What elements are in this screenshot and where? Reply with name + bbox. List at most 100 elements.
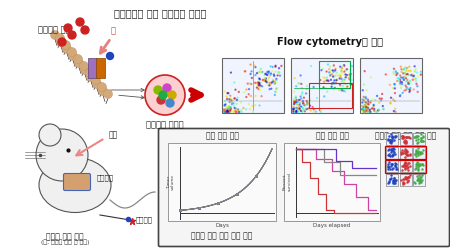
Point: [387, 164, 394, 168]
Point: [415, 140, 422, 144]
Point: [248, 69, 255, 73]
Point: [232, 106, 239, 110]
Point: [255, 70, 262, 74]
Point: [292, 100, 299, 104]
Bar: [386, 133, 398, 145]
Point: [342, 68, 350, 72]
Point: [310, 85, 317, 89]
Point: [327, 78, 334, 82]
Point: [272, 70, 279, 74]
Point: [222, 102, 229, 106]
Point: [414, 74, 422, 78]
Point: [340, 63, 347, 67]
Point: [220, 110, 228, 114]
Point: [303, 99, 310, 103]
Point: [366, 110, 373, 114]
Point: [337, 76, 344, 80]
Point: [398, 67, 405, 71]
Point: [412, 152, 419, 156]
Point: [338, 66, 346, 70]
Point: [390, 176, 397, 180]
Point: [379, 104, 387, 108]
Point: [401, 160, 409, 164]
Point: [362, 109, 369, 113]
Point: [372, 109, 379, 113]
Point: [401, 175, 409, 179]
Point: [226, 108, 234, 112]
Point: [392, 167, 399, 171]
Point: [399, 177, 406, 181]
Point: [320, 85, 327, 89]
Point: [257, 70, 265, 74]
Point: [419, 167, 426, 171]
Point: [404, 135, 411, 139]
Point: [226, 110, 234, 114]
Point: [386, 138, 393, 142]
Point: [402, 76, 410, 80]
Circle shape: [68, 48, 76, 57]
Point: [226, 109, 233, 113]
Point: [390, 180, 397, 184]
Point: [223, 110, 230, 114]
Point: [246, 82, 253, 86]
Point: [394, 71, 401, 75]
Point: [406, 135, 413, 139]
Point: [369, 106, 377, 110]
Point: [414, 153, 421, 157]
Point: [263, 72, 270, 76]
Point: [296, 105, 303, 109]
Point: [410, 87, 417, 91]
Point: [273, 89, 280, 93]
Point: [404, 150, 411, 154]
Point: [404, 72, 411, 76]
Point: [226, 107, 234, 111]
Point: [404, 69, 411, 73]
Point: [417, 139, 424, 143]
Point: [380, 107, 387, 111]
Point: [296, 103, 303, 107]
Point: [339, 64, 346, 68]
Bar: [309, 83, 352, 108]
Point: [248, 82, 255, 86]
Point: [391, 86, 398, 90]
Point: [364, 103, 371, 107]
Point: [404, 153, 411, 157]
Point: [223, 110, 230, 114]
Point: [387, 147, 394, 151]
Point: [388, 137, 396, 141]
Point: [327, 74, 334, 78]
Point: [345, 76, 352, 80]
Point: [249, 110, 256, 114]
Point: [243, 107, 250, 111]
Point: [361, 104, 369, 108]
Point: [418, 173, 425, 177]
Text: 빛: 빛: [111, 26, 116, 35]
Point: [360, 110, 367, 114]
Point: [416, 151, 423, 155]
Point: [258, 70, 265, 74]
Point: [419, 139, 427, 143]
Point: [405, 165, 412, 169]
Point: [401, 71, 408, 75]
Point: [264, 83, 271, 87]
Point: [388, 167, 396, 171]
Point: [231, 109, 239, 113]
Point: [394, 79, 401, 83]
Point: [414, 141, 421, 145]
Point: [266, 83, 273, 87]
Point: [223, 94, 230, 98]
Point: [406, 79, 414, 83]
Point: [229, 109, 236, 113]
Point: [301, 109, 308, 113]
Point: [340, 81, 347, 85]
Point: [413, 150, 420, 154]
Point: [415, 146, 422, 150]
Point: [310, 107, 318, 111]
Point: [368, 107, 375, 111]
Point: [406, 88, 413, 92]
Point: [245, 87, 252, 91]
Point: [375, 108, 382, 112]
Point: [410, 74, 418, 78]
Circle shape: [81, 26, 89, 34]
Point: [391, 83, 398, 87]
